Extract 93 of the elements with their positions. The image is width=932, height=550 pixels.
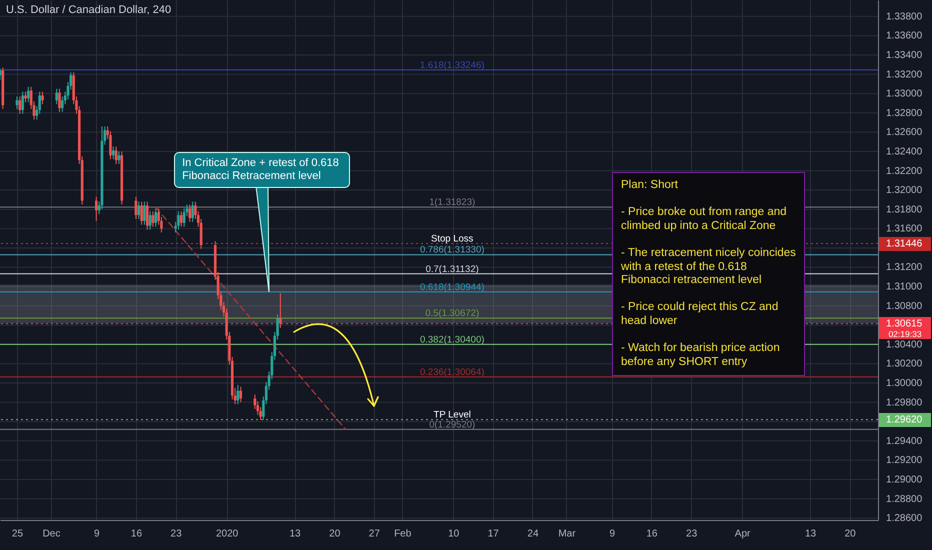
candlestick	[27, 86, 30, 103]
ref-line-label: 0.7(1.31132)	[426, 264, 479, 275]
x-tick-label: 27	[368, 528, 380, 540]
candlestick	[180, 210, 183, 228]
ref-line-label: Stop Loss	[431, 234, 474, 245]
y-tick-label: 1.33400	[886, 50, 923, 61]
candlestick	[58, 88, 61, 112]
y-tick-label: 1.28600	[886, 513, 923, 524]
x-tick-label: 10	[448, 528, 460, 540]
y-tick-label: 1.30400	[886, 339, 923, 350]
candlestick	[41, 91, 44, 105]
ref-line-label: 0.382(1.30400)	[420, 334, 484, 346]
ref-line-label: 0(1.29520)	[429, 419, 476, 430]
candlestick	[146, 201, 149, 230]
y-tick-label: 1.30615	[886, 318, 923, 330]
x-tick-label: Mar	[558, 528, 576, 540]
candlestick	[55, 88, 58, 105]
ref-line-label: 1.618(1.33246)	[420, 60, 484, 71]
y-tick-label: 1.31800	[886, 204, 923, 216]
candlestick	[182, 208, 186, 228]
y-tick-label: 1.29000	[886, 474, 923, 486]
y-tick-label: 1.31000	[886, 282, 923, 293]
candlestick	[94, 196, 98, 222]
candlestick	[279, 292, 282, 329]
x-tick-label: 13	[289, 528, 302, 540]
candlestick	[148, 210, 152, 230]
x-tick-label: 24	[527, 528, 539, 540]
ref-line-label: 0.786(1.31330)	[420, 244, 484, 256]
y-tick-label: 1.29620	[886, 414, 923, 426]
x-tick-label: Apr	[734, 528, 751, 540]
candlestick	[112, 146, 115, 160]
annotation: In Critical Zone + retest of 0.618 Fibonacci Retracement level	[174, 152, 350, 188]
candlestick	[154, 208, 158, 228]
y-tick-label: 1.31200	[886, 262, 923, 274]
ref-line-label: TP Level	[434, 410, 471, 421]
x-tick-label: 23	[170, 528, 182, 540]
candlestick	[118, 150, 120, 165]
candlestick	[137, 201, 140, 220]
y-tick-label: 1.32400	[886, 146, 923, 158]
x-tick-label: 9	[94, 528, 100, 540]
y-tick-label: 1.33600	[886, 30, 923, 42]
y-tick-label: 1.32000	[886, 185, 923, 196]
candlestick	[143, 201, 146, 226]
candlestick	[24, 91, 27, 103]
candlestick	[236, 384, 240, 405]
candlestick	[61, 96, 64, 112]
candlestick	[188, 204, 192, 222]
y-tick-label: 1.29400	[886, 436, 923, 447]
ref-line-label: 0.236(1.30064)	[420, 366, 484, 378]
x-tick-label: Dec	[42, 528, 60, 540]
candlestick	[152, 210, 154, 228]
text: Plan: Short - Price broke out from range and climbed up into a Critical Zone - The retracement nicely coincides with a retest of the 0.618 Fibonacci retracement level - Price could reject this CZ and head lower - Watch for bearish price action before any SHORT entry	[621, 179, 796, 368]
candlestick	[109, 130, 112, 160]
x-tick-label: 16	[130, 528, 142, 540]
x-tick-label: 20	[329, 528, 341, 540]
y-tick-label: 1.29800	[886, 397, 923, 408]
y-tick-label: 1.31600	[886, 224, 923, 235]
candlestick	[18, 96, 22, 114]
candlestick	[177, 210, 180, 230]
y-tick-label: 1.31446	[886, 238, 923, 250]
y-tick-label: 1.33200	[886, 69, 923, 80]
x-tick-label: 13	[804, 528, 817, 540]
candlestick	[114, 146, 118, 165]
ref-line-label: 0.5(1.30672)	[425, 308, 480, 320]
ref-line-label: 0.618(1.30944)	[420, 282, 484, 293]
y-tick-label: 1.30000	[886, 378, 923, 390]
x-tick-label: 23	[686, 528, 698, 540]
chart-title: U.S. Dollar / Canadian Dollar, 240	[6, 4, 172, 16]
candlestick	[134, 196, 138, 220]
x-tick-label: 20	[844, 528, 856, 540]
candlestick	[140, 201, 143, 226]
x-tick-label: Feb	[394, 528, 412, 540]
y-tick-label: 1.32600	[886, 127, 923, 138]
y-tick-label: 1.33000	[886, 88, 923, 100]
candlestick	[21, 91, 24, 114]
text: 02:19:33	[879, 328, 931, 339]
y-tick-label: 1.30800	[886, 300, 923, 312]
y-tick-label: 1.30200	[886, 358, 923, 370]
x-tick-label: 2020	[216, 528, 239, 540]
y-tick-label: 1.32800	[886, 108, 923, 119]
y-tick-label: 1.28800	[886, 494, 923, 505]
candlestick	[191, 201, 194, 222]
y-tick-label: 1.32200	[886, 166, 923, 177]
callout: In Critical Zone + retest of 0.618 Fibonacci Retracement level	[174, 152, 350, 293]
x-tick-label: 17	[488, 528, 500, 540]
candlestick	[16, 96, 18, 110]
ref-line-label: 1(1.31823)	[429, 197, 476, 208]
x-tick-label: 9	[609, 528, 616, 540]
y-tick-label: 1.33800	[886, 11, 923, 22]
candlestick	[239, 386, 242, 403]
x-tick-label: 25	[12, 528, 24, 540]
y-tick-label: 1.29200	[886, 455, 923, 466]
x-tick-label: 16	[646, 528, 658, 540]
